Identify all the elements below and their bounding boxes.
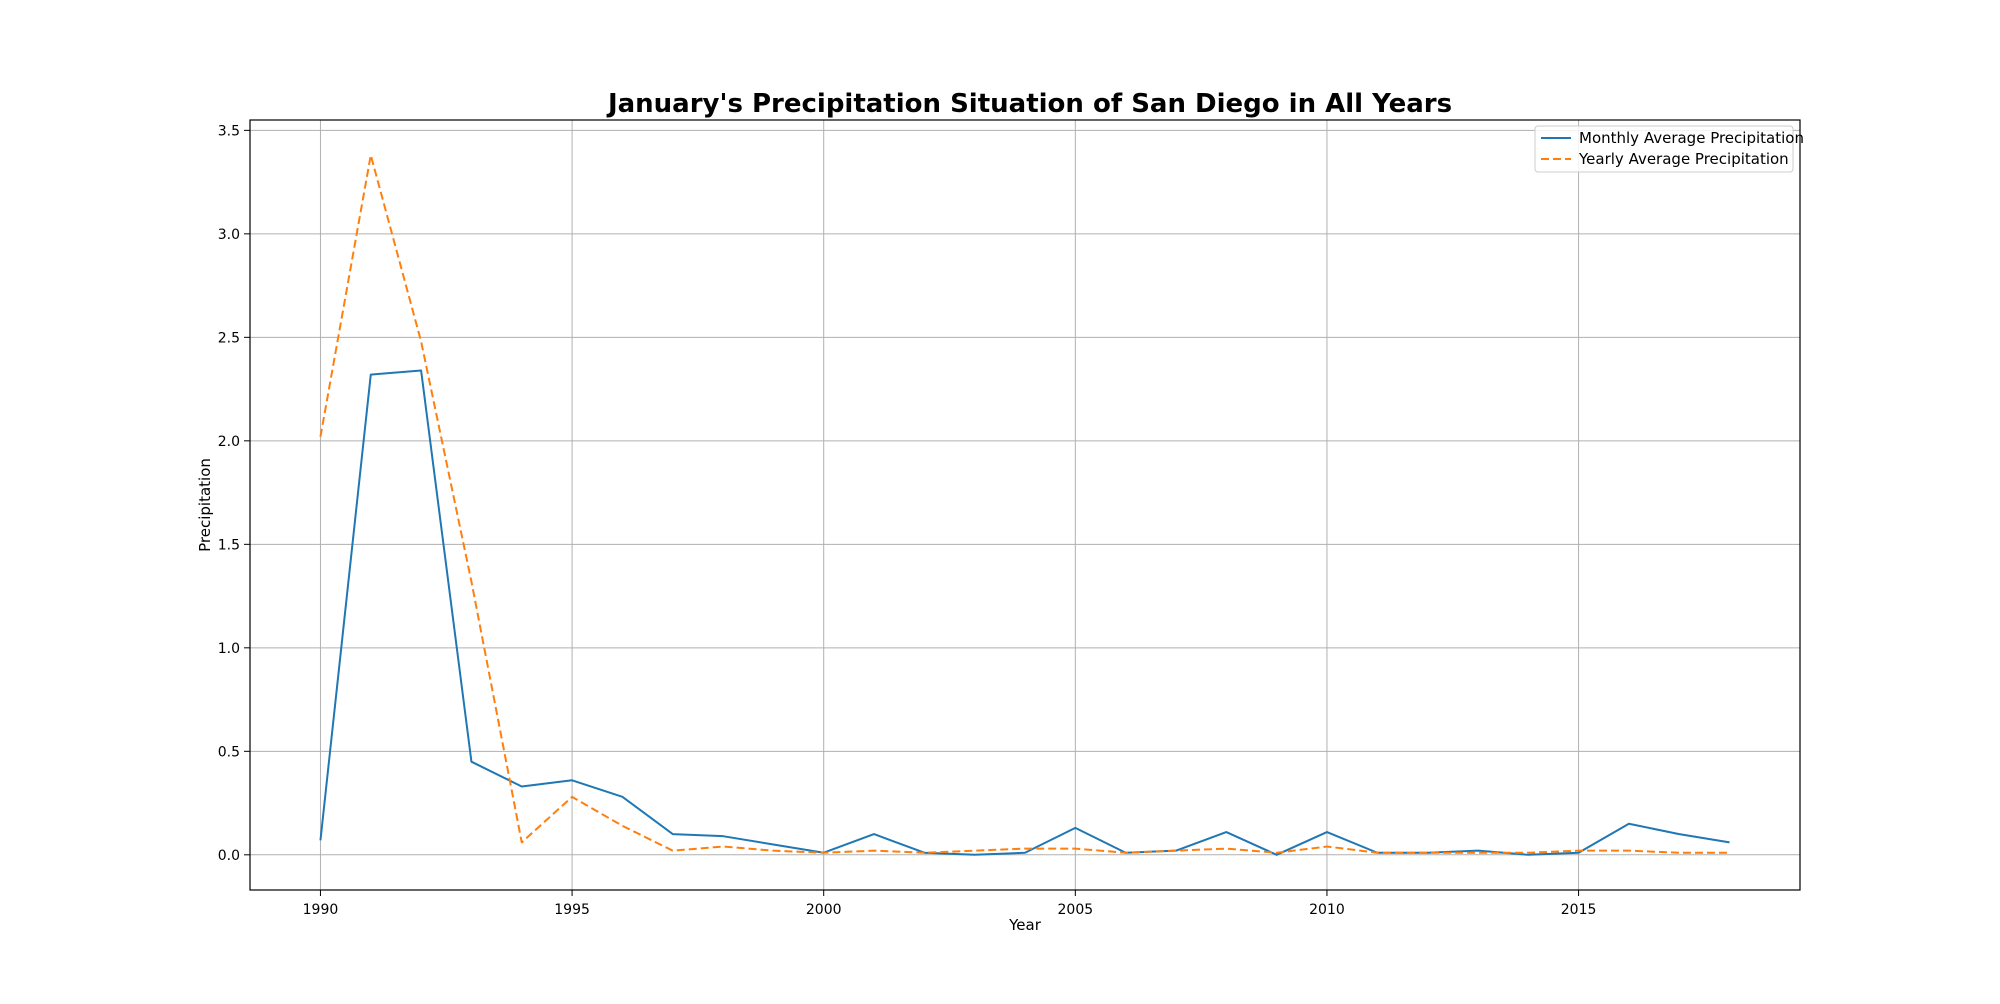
y-axis-label: Precipitation [196, 458, 214, 552]
yearly-average-series-line [319, 154, 1730, 854]
axis-ticks: 1990 1995 2000 2005 2010 2015 0.0 0.5 1.0 1.5 2.0 2… [218, 123, 1597, 918]
y-tick-label: 3.0 [218, 227, 240, 243]
legend-label: Yearly Average Precipitation [1578, 150, 1789, 168]
chart-title: January's Precipitation Situation of San… [606, 89, 1452, 119]
y-tick-label: 0.0 [218, 848, 240, 864]
plot-frame [249, 119, 1801, 891]
y-tick-label: 1.0 [218, 641, 240, 657]
y-tick-label: 2.5 [218, 330, 240, 346]
monthly-average-series-line [319, 369, 1730, 856]
y-tick-label: 1.5 [218, 537, 240, 553]
x-tick-label: 2010 [1309, 902, 1345, 918]
legend-label: Monthly Average Precipitation [1579, 129, 1804, 147]
y-tick-label: 2.0 [218, 434, 240, 450]
x-tick-label: 2015 [1561, 902, 1597, 918]
x-tick-label: 1995 [554, 902, 590, 918]
legend: Monthly Average Precipitation Yearly Aver… [1534, 125, 1804, 173]
x-tick-label: 1990 [303, 902, 339, 918]
legend-box [1534, 125, 1794, 173]
series-lines [319, 154, 1730, 856]
grid [250, 120, 1800, 890]
x-axis-label: Year [1008, 916, 1042, 934]
y-tick-label: 3.5 [218, 123, 240, 139]
y-tick-label: 0.5 [218, 744, 240, 760]
x-tick-label: 2000 [806, 902, 842, 918]
x-tick-label: 2005 [1058, 902, 1094, 918]
